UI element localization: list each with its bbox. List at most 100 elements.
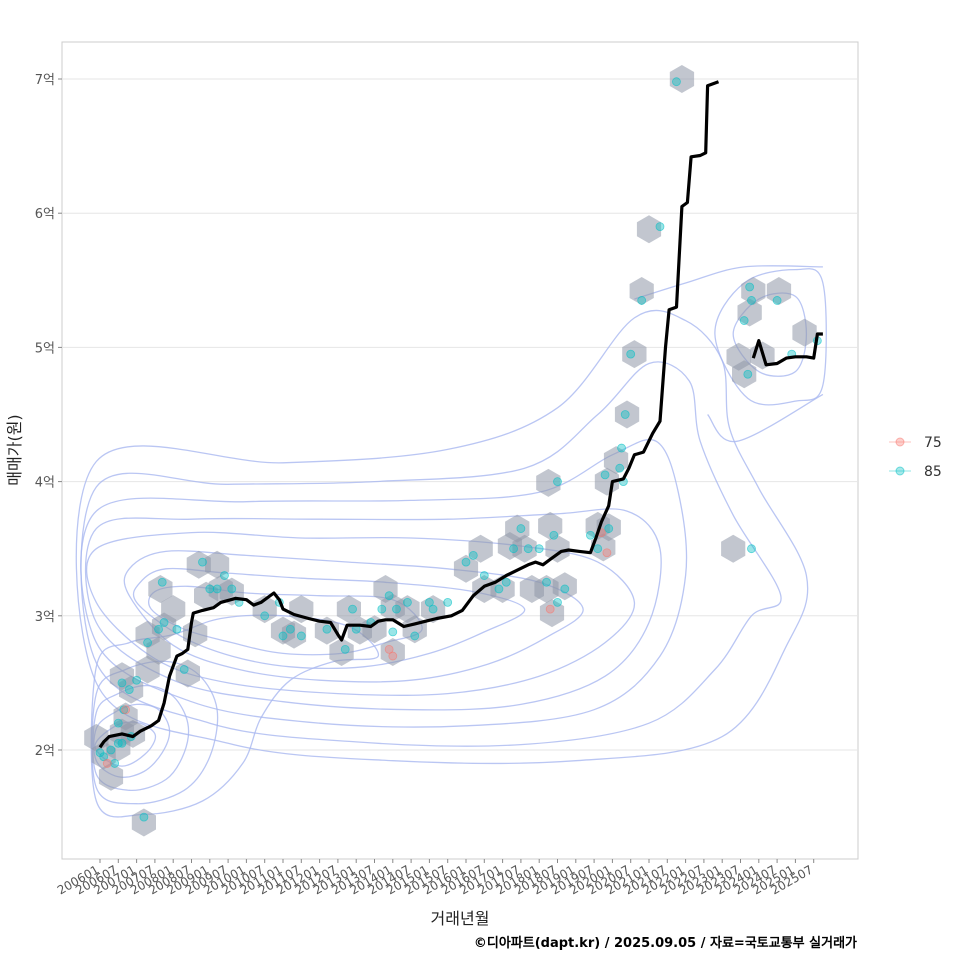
hex-bin (186, 550, 211, 579)
point-85 (388, 627, 398, 637)
hex-bin (329, 638, 354, 666)
point-85 (553, 597, 562, 607)
point-85 (227, 584, 237, 594)
y-tick-label: 5억 (35, 341, 55, 356)
y-tick-label: 4억 (35, 476, 55, 491)
hex-bin (538, 511, 563, 540)
point-75 (388, 651, 398, 661)
panel-background (61, 41, 859, 860)
point-85 (516, 524, 526, 533)
legend-label-85: 85 (924, 464, 942, 480)
hex-bin (468, 534, 493, 563)
point-85 (198, 557, 207, 567)
trend-line-layer (98, 80, 823, 749)
point-75 (121, 705, 131, 715)
legend-item-85: 85 (889, 464, 942, 480)
point-85 (637, 296, 647, 305)
hex-bin (135, 655, 160, 684)
trend-line (751, 332, 823, 367)
point-85 (739, 316, 749, 325)
x-axis-title: 거래년월 (431, 909, 490, 928)
point-85 (523, 544, 533, 554)
density-contour (80, 361, 782, 747)
hex-bin (536, 468, 561, 497)
point-85 (747, 544, 756, 554)
density-contour (91, 660, 219, 805)
point-85 (534, 544, 544, 554)
point-85 (468, 551, 478, 560)
hex-bin (737, 298, 762, 327)
y-tick-label: 7억 (35, 73, 55, 88)
density-contour (92, 684, 190, 792)
point-85 (377, 604, 387, 614)
point-85 (494, 584, 504, 594)
hex-bin (721, 534, 746, 563)
point-85 (553, 477, 562, 487)
point-85 (509, 544, 518, 554)
point-85 (542, 577, 551, 587)
point-85 (672, 77, 681, 87)
point-85 (296, 631, 306, 641)
legend: 75 85 (889, 435, 942, 480)
density-contour (93, 703, 171, 778)
hex-bin (98, 762, 124, 791)
y-axis-title: 매매가(원) (5, 414, 24, 485)
point-85 (626, 349, 636, 359)
point-85 (443, 597, 453, 607)
point-85 (340, 644, 350, 654)
point-85 (172, 624, 182, 634)
point-85 (745, 282, 755, 292)
density-contour (80, 438, 688, 728)
point-85 (99, 752, 109, 762)
point-85 (479, 571, 489, 580)
hex-bin (161, 595, 186, 624)
legend-key-point-85 (895, 466, 905, 476)
point-85 (620, 410, 630, 419)
hex-bin (629, 277, 654, 305)
hex-bin (534, 575, 559, 603)
point-85 (772, 296, 782, 305)
density-contour (84, 508, 662, 711)
point-85 (593, 544, 603, 554)
hex-bin (636, 215, 662, 244)
hex-bin (119, 675, 144, 704)
points-layer (95, 77, 822, 822)
y-tick-label: 3억 (35, 610, 55, 625)
density-contour (634, 265, 823, 300)
point-85 (157, 577, 167, 587)
point-85 (117, 678, 127, 688)
point-85 (124, 685, 134, 695)
hex-bin (614, 400, 640, 429)
point-85 (106, 745, 116, 755)
legend-item-75: 75 (889, 435, 942, 451)
point-85 (348, 604, 357, 614)
hex-bin (552, 572, 577, 601)
point-85 (655, 222, 665, 232)
point-85 (278, 631, 288, 641)
x-axis: 2006012006072007012007072008012008072009… (55, 859, 815, 898)
density-contour (75, 309, 809, 764)
hex-bin (792, 318, 817, 347)
point-85 (260, 611, 270, 621)
hex-bin (120, 719, 146, 748)
point-85 (143, 638, 152, 648)
point-85 (110, 759, 120, 768)
density-contour (90, 614, 379, 818)
y-axis: 2억 3억 4억 5억 6억 7억 (35, 73, 62, 759)
y-tick-label: 6억 (35, 207, 55, 222)
point-75 (602, 548, 612, 558)
legend-label-75: 75 (924, 435, 942, 451)
point-85 (154, 624, 163, 634)
point-85 (586, 530, 595, 540)
hex-bin (146, 636, 171, 665)
point-85 (220, 571, 229, 580)
legend-key-point-75 (895, 437, 905, 447)
hex-bin (603, 446, 629, 475)
point-75 (384, 644, 394, 654)
point-85 (285, 624, 295, 634)
density-contour (123, 550, 584, 683)
hex-bin (420, 595, 446, 624)
point-85 (139, 812, 149, 822)
point-85 (617, 443, 626, 453)
hex-bin (281, 620, 307, 649)
